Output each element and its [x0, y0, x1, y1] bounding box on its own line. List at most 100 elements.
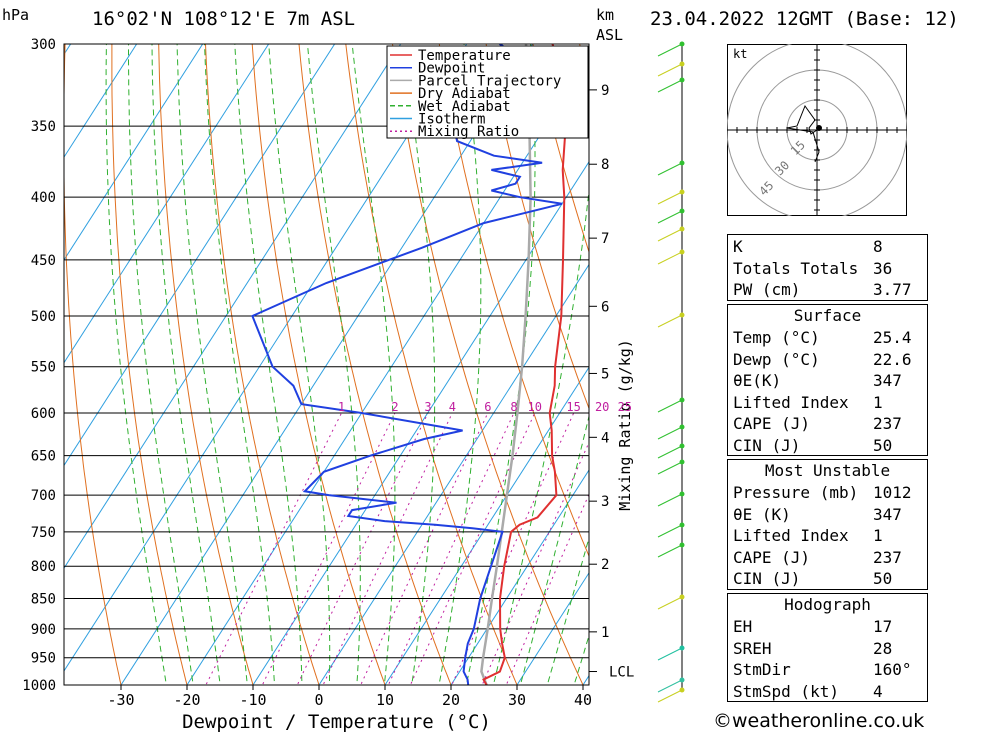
x-tick-label: -10 [239, 691, 266, 709]
mixing-ratio-line [409, 412, 536, 685]
wind-barb [657, 679, 683, 693]
location-title: 16°02'N 108°12'E 7m ASL [92, 8, 356, 30]
index-label: θE (K) [733, 504, 791, 524]
index-label: Lifted Index [733, 392, 849, 412]
isotherm-line [64, 44, 204, 261]
mixing-ratio-line [505, 493, 589, 685]
index-label: K [733, 237, 743, 256]
index-row: CIN (J) 50 [728, 434, 927, 456]
index-row: Lifted Index 1 [728, 391, 927, 413]
mixing-ratio-line [296, 412, 429, 685]
wet-adiabat-line [128, 44, 194, 685]
x-tick-label: -20 [173, 691, 200, 709]
wind-barbs [657, 41, 685, 703]
mixing-ratio-line [387, 412, 515, 685]
wind-barb [657, 689, 683, 703]
mixing-ratio-label: 3 [424, 400, 431, 414]
index-value: 28 [873, 638, 893, 658]
index-label: CIN (J) [733, 435, 801, 455]
index-row: StmSpd (kt) 4 [728, 680, 927, 702]
index-label: StmSpd (kt) [733, 681, 839, 701]
index-label: StmDir [733, 660, 791, 679]
skewt-chart: 3003504004505005506006507007508008509009… [22, 37, 634, 733]
series-dewpoint [251, 44, 563, 685]
wind-barb [657, 461, 683, 475]
index-row: θE(K) 347 [728, 369, 927, 391]
series-temperature [482, 44, 568, 685]
pressure-tick-label: 600 [31, 406, 56, 422]
x-tick-label: 0 [314, 691, 323, 709]
index-value: 1 [873, 526, 883, 545]
km-tick-label: 4 [601, 430, 609, 446]
x-tick-label: 20 [442, 691, 460, 709]
dry-adiabat-line [532, 44, 589, 254]
isotherm-line [384, 366, 589, 685]
pressure-tick-label: 400 [31, 190, 56, 206]
index-row: PW (cm) 3.77 [728, 278, 927, 300]
index-label: Lifted Index [733, 526, 849, 545]
wind-barb [657, 210, 683, 224]
height-ref-label: ASL [596, 26, 624, 44]
x-axis-label: Dewpoint / Temperature (°C) [182, 711, 491, 733]
km-tick-label: 9 [601, 83, 609, 99]
dry-adiabat-line [485, 44, 589, 410]
legend-item: Parcel Trajectory [418, 73, 561, 89]
mixing-ratio-line [481, 441, 589, 685]
wet-adiabat-line [105, 44, 167, 685]
wet-adiabat-line [403, 44, 436, 685]
index-value: 160° [873, 660, 912, 679]
index-value: 8 [873, 237, 883, 256]
pressure-tick-label: 750 [31, 525, 56, 541]
km-tick-label: 3 [601, 494, 609, 510]
index-value: 347 [873, 504, 902, 524]
legend-item: Dry Adiabat [418, 86, 511, 102]
mixing-ratio-line [360, 412, 489, 685]
index-row: Totals Totals 36 [728, 257, 927, 279]
x-tick-label: 40 [574, 691, 592, 709]
series-parcel-trajectory [480, 44, 532, 685]
index-row: θE (K) 347 [728, 503, 927, 525]
mixing-ratio-line [261, 412, 396, 685]
index-row: SREH 28 [728, 637, 927, 659]
index-section-title: Hodograph [784, 595, 871, 614]
index-value: 17 [873, 617, 893, 636]
index-row: Lifted Index 1 [728, 524, 927, 546]
wind-barb [657, 314, 683, 328]
index-value: 347 [873, 371, 902, 390]
x-tick-label: 10 [376, 691, 394, 709]
km-tick-label: 5 [601, 366, 609, 382]
wind-barb [657, 191, 683, 205]
isotherm-line [64, 44, 138, 159]
pressure-tick-label: 350 [31, 119, 56, 135]
index-label: Dewp (°C) [733, 349, 820, 369]
pressure-tick-label: 1000 [22, 678, 56, 694]
wind-barb [657, 162, 683, 176]
mixing-ratio-label: 15 [566, 400, 580, 414]
wet-adiabat-line [573, 634, 589, 685]
wind-barb [657, 493, 683, 507]
index-label: SREH [733, 638, 772, 658]
mixing-ratio-label: 4 [449, 400, 456, 414]
isotherm-line [318, 263, 589, 685]
hodo-storm-motion [816, 125, 822, 131]
isotherm-line [516, 571, 589, 685]
legend-box [386, 45, 589, 139]
pressure-unit-label: hPa [2, 6, 30, 24]
pressure-tick-label: 300 [31, 37, 56, 53]
pressure-tick-label: 450 [31, 253, 56, 269]
isotherm-line [450, 469, 589, 685]
mixing-ratio-label: 20 [595, 400, 609, 414]
index-value: 237 [873, 547, 902, 567]
index-row: StmDir 160° [728, 658, 927, 680]
indices-general: K 8 Totals Totals 36 PW (cm) 3.77 [727, 234, 928, 301]
index-label: CIN (J) [733, 569, 801, 588]
index-value: 50 [873, 435, 893, 455]
mixing-ratio-label: 6 [484, 400, 491, 414]
index-value: 237 [873, 414, 902, 433]
indices-most-unstable: Most Unstable Pressure (mb) 1012 θE (K) 347 L… [727, 459, 928, 590]
legend-item: Mixing Ratio [418, 124, 519, 140]
mixing-ratio-line [451, 412, 575, 685]
mixing-ratio-label: 10 [527, 400, 541, 414]
